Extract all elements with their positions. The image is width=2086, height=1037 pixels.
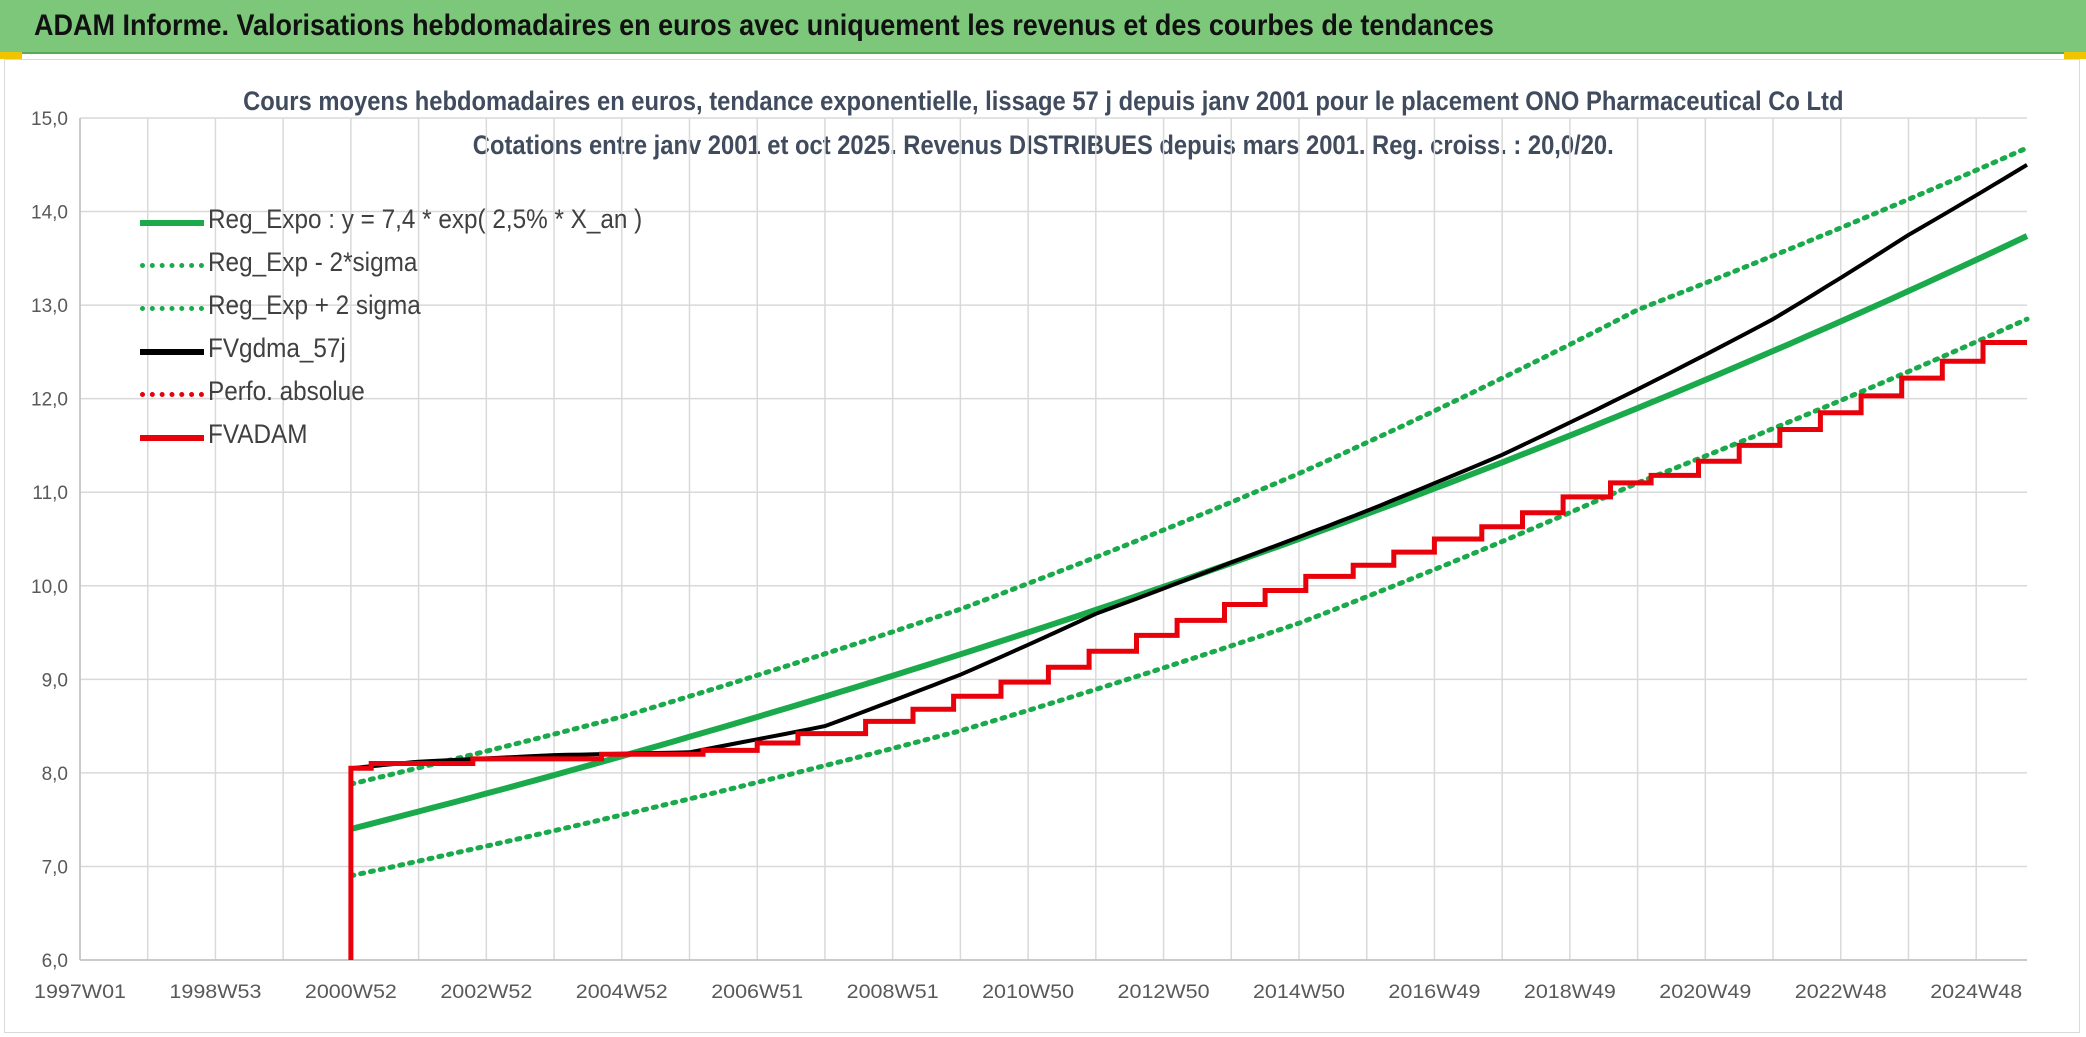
y-tick-label: 15,0: [31, 109, 68, 130]
legend-swatch: [140, 220, 204, 226]
x-tick-label: 1998W53: [169, 982, 261, 1003]
chart-title-line-2: Cotations entre janv 2001 et oct 2025. R…: [472, 130, 1614, 160]
legend-label: FVgdma_57j: [208, 333, 346, 363]
legend-swatch: [140, 435, 204, 441]
x-tick-label: 2006W51: [711, 982, 803, 1003]
legend-label: FVADAM: [208, 419, 308, 449]
x-tick-label: 2000W52: [305, 982, 397, 1003]
x-tick-label: 2024W48: [1930, 982, 2022, 1003]
chart-title-line-1: Cours moyens hebdomadaires en euros, ten…: [242, 86, 1844, 116]
x-tick-label: 2008W51: [847, 982, 939, 1003]
x-tick-label: 2016W49: [1388, 982, 1480, 1003]
x-tick-label: 2002W52: [440, 982, 532, 1003]
legend-label: Perfo. absolue: [208, 376, 365, 406]
x-tick-label: 2014W50: [1253, 982, 1345, 1003]
series-fvadam: [348, 340, 2027, 961]
y-tick-label: 6,0: [42, 951, 68, 972]
corner-marker-left: [0, 52, 22, 59]
x-tick-label: 2022W48: [1795, 982, 1887, 1003]
y-tick-label: 7,0: [42, 857, 68, 878]
legend-swatch: [140, 349, 204, 355]
legend-swatch: [140, 392, 204, 397]
x-tick-label: 2020W49: [1659, 982, 1751, 1003]
y-tick-label: 14,0: [31, 203, 68, 224]
y-tick-label: 8,0: [42, 764, 68, 785]
legend-label: Reg_Expo : y = 7,4 * exp( 2,5% * X_an ): [208, 204, 643, 234]
legend-swatch: [140, 263, 204, 268]
x-tick-label: 2012W50: [1118, 982, 1210, 1003]
chart-frame: [4, 59, 2080, 1033]
legend-swatch: [140, 306, 204, 311]
y-tick-label: 13,0: [31, 296, 68, 317]
x-tick-label: 2018W49: [1524, 982, 1616, 1003]
y-tick-label: 9,0: [42, 670, 68, 691]
x-tick-label: 2004W52: [576, 982, 668, 1003]
legend-label: Reg_Exp - 2*sigma: [208, 247, 418, 277]
legend-label: Reg_Exp + 2 sigma: [208, 290, 421, 320]
report-title: ADAM Informe. Valorisations hebdomadaire…: [34, 9, 1494, 42]
x-tick-label: 1997W01: [34, 982, 126, 1003]
y-tick-label: 10,0: [31, 577, 68, 598]
corner-marker-right: [2064, 52, 2086, 59]
y-tick-label: 11,0: [32, 483, 68, 504]
series-reg-expo: [350, 233, 2029, 832]
report-banner: ADAM Informe. Valorisations hebdomadaire…: [0, 0, 2086, 54]
series-reg-exp-minus-2sigma: [348, 316, 2030, 879]
series-reg-exp-plus-2sigma: [348, 145, 2030, 787]
x-tick-label: 2010W50: [982, 982, 1074, 1003]
y-tick-label: 12,0: [31, 390, 68, 411]
series-fvgdma-57j: [350, 163, 2029, 771]
